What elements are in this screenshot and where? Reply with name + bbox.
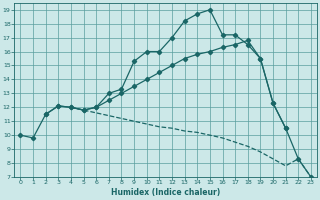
X-axis label: Humidex (Indice chaleur): Humidex (Indice chaleur)	[111, 188, 220, 197]
